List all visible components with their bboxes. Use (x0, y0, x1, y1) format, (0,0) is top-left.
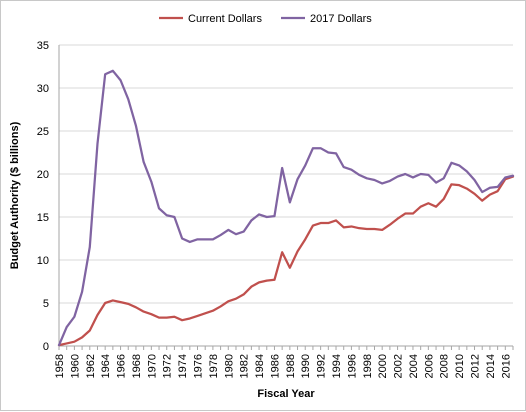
x-axis-title: Fiscal Year (257, 388, 315, 400)
x-tick-label: 1996 (346, 354, 358, 378)
gridlines (59, 44, 513, 304)
x-tick-label: 2014 (485, 354, 497, 378)
y-tick-label: 25 (37, 126, 49, 138)
legend-label: 2017 Dollars (310, 13, 372, 25)
x-tick-label: 1958 (54, 354, 66, 378)
y-tick-label: 15 (37, 212, 49, 224)
series-line (57, 69, 515, 347)
x-tick-label: 1968 (131, 354, 143, 378)
x-tick-label: 2006 (423, 354, 435, 378)
x-tick-label: 1990 (300, 354, 312, 378)
y-tick-label: 5 (43, 298, 49, 310)
x-tick-label: 1998 (362, 354, 374, 378)
x-tick-label: 1984 (254, 354, 266, 378)
series-lines (57, 69, 515, 347)
x-tick-label: 2008 (439, 354, 451, 378)
x-tick-label: 1962 (85, 354, 97, 378)
y-axis-title: Budget Authority ($ billions) (9, 121, 21, 269)
legend: Current Dollars 2017 Dollars (159, 13, 372, 25)
x-tick-label: 1992 (316, 354, 328, 378)
y-tick-label: 0 (43, 341, 49, 353)
x-tick-label: 1964 (100, 354, 112, 378)
x-tick-label: 1972 (162, 354, 174, 378)
x-tick-label: 2016 (500, 354, 512, 378)
y-tick-label: 35 (37, 40, 49, 52)
x-tick-label: 1982 (239, 354, 251, 378)
x-tick-label: 1994 (331, 354, 343, 378)
y-tick-label: 10 (37, 255, 49, 267)
y-tick-label: 30 (37, 83, 49, 95)
x-tick-label: 2010 (454, 354, 466, 378)
x-tick-label: 2000 (377, 354, 389, 378)
x-tick-label: 1966 (116, 354, 128, 378)
x-tick-label: 2004 (408, 354, 420, 378)
x-tick-label: 1978 (208, 354, 220, 378)
x-tick-label: 1974 (177, 354, 189, 378)
x-tick-label: 1960 (69, 354, 81, 378)
x-tick-label: 1970 (146, 354, 158, 378)
x-tick-label: 1976 (193, 354, 205, 378)
x-tick-label: 1988 (285, 354, 297, 378)
series-line (57, 175, 515, 347)
legend-label: Current Dollars (188, 13, 262, 25)
x-tick-label: 1986 (269, 354, 281, 378)
x-tick-label: 2012 (470, 354, 482, 378)
x-tick-label: 2002 (393, 354, 405, 378)
x-tick-label: 1980 (223, 354, 235, 378)
y-tick-label: 20 (37, 169, 49, 181)
